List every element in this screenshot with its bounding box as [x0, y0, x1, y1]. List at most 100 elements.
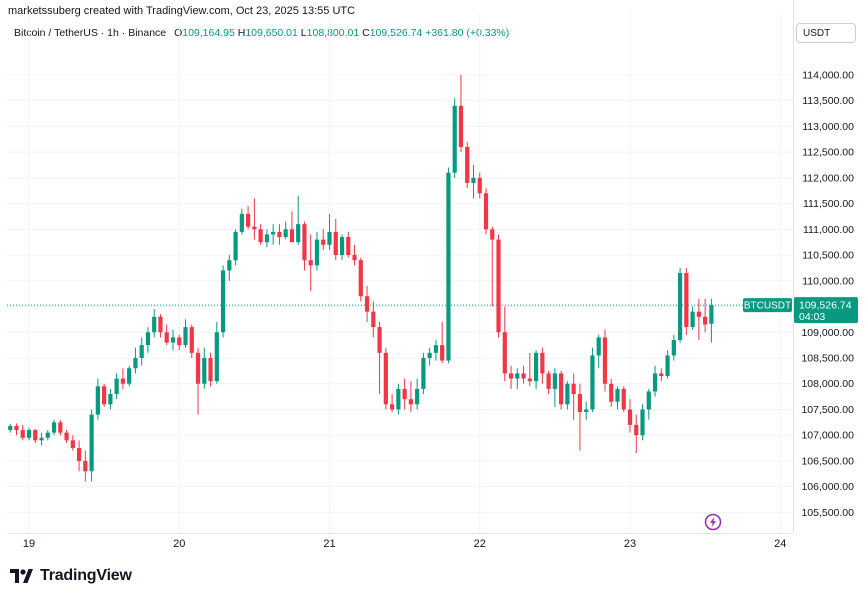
y-tick-label: 114,000.00: [802, 69, 854, 81]
candle-body: [89, 414, 94, 472]
price-tag-bg: [794, 297, 858, 324]
candle-body: [540, 352, 545, 374]
candle-body: [665, 355, 670, 377]
candle-body: [51, 422, 57, 433]
candle-body: [615, 388, 620, 402]
candle-body: [246, 213, 251, 227]
candle-body: [496, 239, 501, 333]
candle-body: [76, 448, 82, 461]
candle-body: [202, 357, 207, 384]
candle-body: [177, 337, 182, 346]
candle-body: [39, 437, 44, 441]
candle-body: [452, 105, 457, 173]
candle-body: [108, 394, 113, 405]
x-tick-label: 19: [23, 538, 35, 550]
candle-body: [627, 409, 633, 425]
candle-body: [271, 231, 276, 235]
candle-body: [152, 316, 157, 333]
candle-body: [233, 231, 238, 261]
high-label: H: [237, 27, 246, 39]
candle-body: [127, 368, 132, 384]
y-tick-label: 113,000.00: [802, 121, 854, 133]
candle-body: [659, 373, 664, 377]
y-tick-label: 106,000.00: [801, 481, 854, 493]
candle-body: [120, 378, 126, 384]
y-tick-label: 105,500.00: [801, 507, 854, 519]
symbol-tag-text: BTCUSDT: [744, 301, 791, 312]
candle-body: [214, 332, 219, 382]
candle-body: [371, 311, 376, 328]
candle-body: [145, 332, 151, 346]
candle-body: [327, 231, 332, 245]
price-tag[interactable]: BTCUSDT 109,526.74 04:03: [743, 297, 858, 324]
candle-body: [602, 337, 608, 384]
candle-body: [358, 260, 363, 297]
candle-body: [114, 378, 119, 395]
candle-body: [402, 388, 407, 400]
candle-body: [440, 345, 445, 361]
x-tick-label: 20: [173, 538, 185, 550]
candles: [8, 74, 714, 482]
change-value: +361.80 (+0.33%): [425, 27, 510, 39]
candle-body: [377, 327, 382, 353]
candle-body: [277, 231, 282, 238]
candle-body: [390, 404, 395, 410]
candle-body: [283, 229, 288, 238]
candle-body: [415, 388, 420, 405]
candle-body: [26, 430, 32, 438]
lightning-icon[interactable]: [704, 513, 722, 531]
close-label: C: [362, 27, 370, 39]
candle-body: [571, 383, 576, 395]
y-tick-label: 107,000.00: [801, 430, 854, 442]
candle-body: [533, 352, 539, 382]
candle-body: [621, 388, 626, 410]
candle-body: [634, 424, 639, 436]
candle-body: [684, 273, 689, 328]
candle-body: [696, 311, 701, 317]
candle-body: [590, 355, 595, 410]
candle-body: [302, 224, 307, 261]
candle-body: [64, 432, 69, 441]
candle-body: [703, 316, 708, 325]
high-value: 109,650.01: [245, 27, 298, 39]
price-tag-text: 109,526.74: [799, 300, 852, 312]
candle-body: [546, 373, 551, 389]
candle-body: [258, 229, 263, 243]
candle-body: [646, 391, 651, 410]
candle-body: [671, 339, 676, 356]
candle-body: [559, 373, 564, 405]
close-value: 109,526.74: [369, 27, 423, 39]
currency-button[interactable]: USDT: [796, 23, 856, 43]
x-tick-label: 22: [474, 538, 486, 550]
grid-lines: [7, 14, 793, 533]
candle-body: [70, 440, 75, 449]
y-tick-label: 112,000.00: [802, 172, 854, 184]
candle-body: [195, 352, 201, 384]
open-value: 109,164.95: [182, 27, 235, 39]
candle-body: [577, 394, 583, 413]
candle-body: [427, 352, 432, 358]
candle-body: [477, 177, 482, 194]
countdown-text: 04:03: [799, 311, 825, 323]
candle-body: [508, 373, 514, 379]
ohlc-legend: Bitcoin / TetherUS · 1h · Binance O109,1…: [14, 27, 509, 39]
candle-body: [471, 177, 476, 183]
candle-body: [421, 357, 426, 389]
candle-body: [158, 316, 163, 333]
candle-body: [690, 311, 695, 328]
candle-body: [652, 373, 658, 392]
candle-body: [208, 357, 213, 382]
y-tick-label: 106,500.00: [801, 455, 854, 467]
candle-body: [383, 352, 388, 405]
tradingview-logo-icon: [10, 569, 33, 583]
candle-body: [183, 327, 188, 346]
candle-body: [264, 234, 269, 243]
symbol-title: Bitcoin / TetherUS · 1h · Binance: [14, 27, 167, 39]
candle-body: [133, 357, 138, 369]
candle-body: [458, 105, 464, 147]
candle-body: [333, 231, 338, 256]
candle-body: [14, 425, 19, 431]
candle-body: [502, 332, 507, 374]
candle-body: [515, 373, 520, 379]
